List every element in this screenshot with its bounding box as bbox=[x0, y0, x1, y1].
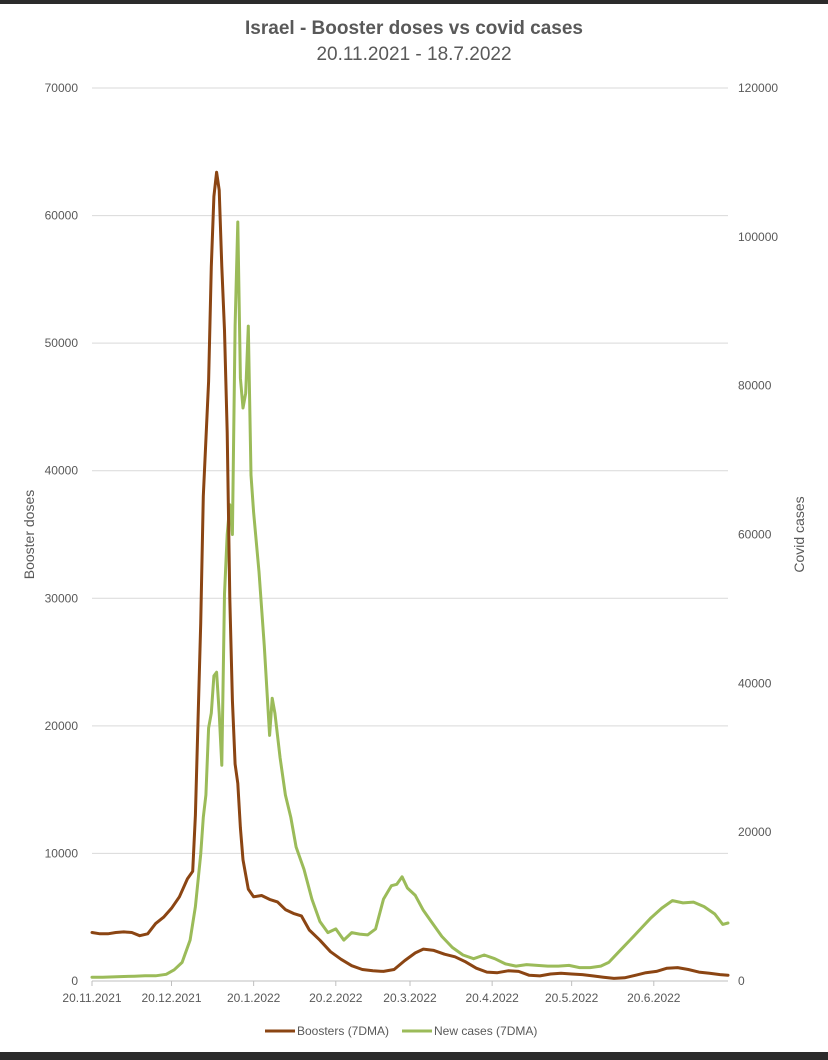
y2-tick-label: 40000 bbox=[738, 676, 772, 690]
new-cases-series-line bbox=[90, 220, 730, 979]
y-tick-label: 50000 bbox=[45, 336, 79, 350]
x-tick-label: 20.6.2022 bbox=[627, 991, 681, 1005]
x-tick-label: 20.3.2022 bbox=[383, 991, 437, 1005]
x-tick-label: 20.11.2021 bbox=[62, 991, 121, 1005]
y2-axis-title: Covid cases bbox=[791, 496, 807, 572]
y-axis-title: Booster doses bbox=[21, 490, 37, 580]
y2-tick-label: 60000 bbox=[738, 528, 772, 542]
chart-subtitle: 20.11.2021 - 18.7.2022 bbox=[316, 44, 512, 65]
boosters-series-line bbox=[90, 170, 730, 980]
x-tick-label: 20.12.2021 bbox=[141, 991, 201, 1005]
legend-label-new-cases: New cases (7DMA) bbox=[434, 1024, 537, 1038]
x-tick-label: 20.4.2022 bbox=[465, 991, 519, 1005]
chart-title: Israel - Booster doses vs covid cases bbox=[245, 18, 583, 39]
legend-label-boosters: Boosters (7DMA) bbox=[297, 1024, 389, 1038]
y2-tick-label: 0 bbox=[738, 974, 745, 988]
x-tick-label: 20.1.2022 bbox=[227, 991, 281, 1005]
chart-frame bbox=[0, 4, 828, 1052]
y-tick-label: 70000 bbox=[45, 81, 79, 95]
y2-tick-label: 120000 bbox=[738, 81, 778, 95]
y-tick-label: 30000 bbox=[45, 591, 79, 605]
y-tick-label: 60000 bbox=[45, 209, 79, 223]
y-tick-label: 0 bbox=[71, 974, 78, 988]
y2-tick-label: 100000 bbox=[738, 230, 778, 244]
y-tick-label: 20000 bbox=[45, 719, 79, 733]
y2-tick-label: 80000 bbox=[738, 379, 772, 393]
x-tick-label: 20.2.2022 bbox=[309, 991, 363, 1005]
y-tick-label: 40000 bbox=[45, 464, 79, 478]
y-tick-label: 10000 bbox=[45, 846, 79, 860]
x-tick-label: 20.5.2022 bbox=[545, 991, 599, 1005]
y2-tick-label: 20000 bbox=[738, 825, 772, 839]
